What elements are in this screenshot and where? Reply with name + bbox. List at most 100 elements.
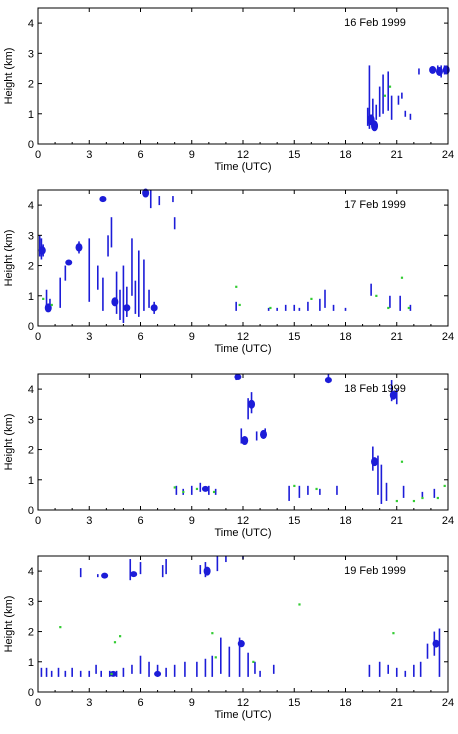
date-annotation: 17 Feb 1999	[344, 199, 406, 211]
y-tick-label: 2	[28, 627, 34, 639]
y-tick-label: 2	[28, 261, 34, 273]
y-tick-label: 0	[28, 687, 34, 699]
data-marker	[50, 303, 53, 307]
x-tick-label: 6	[137, 331, 143, 343]
y-tick-label: 0	[28, 139, 34, 151]
x-tick-label: 3	[86, 149, 92, 161]
date-annotation: 19 Feb 1999	[344, 565, 406, 577]
data-marker	[195, 487, 199, 491]
x-tick-label: 3	[86, 697, 92, 709]
echo-blob	[234, 374, 242, 381]
echo-blob	[142, 188, 150, 198]
data-marker	[392, 632, 395, 635]
data-marker	[293, 484, 296, 488]
y-tick-label: 0	[28, 505, 34, 517]
y-tick-label: 4	[28, 384, 34, 396]
x-tick-label: 12	[237, 697, 249, 709]
x-axis-label: Time (UTC)	[214, 161, 271, 173]
data-marker	[375, 294, 378, 297]
x-tick-label: 6	[137, 149, 143, 161]
echo-group	[366, 65, 450, 132]
echo-blob	[324, 377, 332, 384]
echo-group	[40, 556, 441, 677]
x-axis-label: Time (UTC)	[214, 527, 271, 539]
echo-blob	[154, 670, 162, 677]
x-tick-label: 9	[189, 697, 195, 709]
marker-group	[383, 85, 392, 97]
echo-blob	[150, 304, 158, 312]
x-axis-label: Time (UTC)	[214, 709, 271, 721]
y-tick-label: 4	[28, 200, 34, 212]
y-tick-label: 3	[28, 48, 34, 60]
data-marker	[310, 297, 313, 300]
data-marker	[412, 499, 416, 503]
data-marker	[252, 660, 255, 663]
x-tick-label: 18	[339, 697, 351, 709]
echo-blob	[260, 429, 267, 439]
x-tick-label: 9	[189, 331, 195, 343]
echo-blob	[65, 259, 73, 266]
echo-blob	[75, 243, 83, 252]
x-tick-label: 9	[189, 515, 195, 527]
data-marker	[182, 490, 185, 494]
echo-blob	[429, 66, 437, 74]
y-tick-label: 3	[28, 414, 34, 426]
x-tick-label: 21	[391, 331, 403, 343]
x-axis-label: Time (UTC)	[214, 343, 271, 355]
x-tick-label: 18	[339, 149, 351, 161]
y-tick-label: 1	[28, 291, 34, 303]
data-marker	[211, 632, 214, 635]
data-marker	[400, 276, 404, 279]
data-marker	[238, 303, 241, 307]
echo-blob	[201, 485, 209, 492]
y-axis-label: Height (km)	[3, 48, 15, 105]
echo-blob	[111, 297, 119, 307]
x-tick-label: 24	[442, 697, 454, 709]
x-tick-label: 15	[288, 331, 300, 343]
data-marker	[388, 85, 392, 88]
echo-blob	[130, 571, 138, 578]
data-marker	[387, 306, 390, 310]
data-marker	[110, 672, 113, 676]
y-tick-label: 3	[28, 230, 34, 242]
data-marker	[235, 285, 238, 288]
echo-blob	[241, 435, 249, 446]
x-tick-label: 21	[391, 697, 403, 709]
x-tick-label: 15	[288, 515, 300, 527]
echo-blob	[389, 390, 397, 400]
data-marker	[214, 656, 217, 659]
data-marker	[443, 484, 446, 488]
echo-blob	[109, 670, 117, 677]
echo-blob	[435, 66, 443, 76]
data-marker	[407, 306, 410, 310]
data-marker	[173, 486, 176, 489]
data-marker	[436, 496, 439, 500]
data-marker	[212, 490, 216, 494]
data-marker	[395, 499, 398, 503]
marker-group	[173, 460, 446, 503]
echo-blob	[101, 572, 109, 579]
x-tick-label: 9	[189, 149, 195, 161]
x-tick-label: 0	[35, 149, 41, 161]
x-tick-label: 0	[35, 331, 41, 343]
x-tick-label: 15	[288, 149, 300, 161]
y-axis-label: Height (km)	[3, 230, 15, 287]
x-tick-label: 12	[237, 149, 249, 161]
y-tick-label: 1	[28, 109, 34, 121]
data-marker	[59, 626, 62, 629]
x-tick-label: 0	[35, 515, 41, 527]
echo-blob	[237, 640, 245, 648]
x-tick-label: 15	[288, 697, 300, 709]
data-marker	[298, 603, 301, 606]
x-tick-label: 24	[442, 515, 454, 527]
x-tick-label: 21	[391, 149, 403, 161]
echo-blob	[38, 246, 46, 255]
y-tick-label: 3	[28, 596, 34, 608]
x-tick-label: 24	[442, 331, 454, 343]
x-tick-label: 3	[86, 515, 92, 527]
